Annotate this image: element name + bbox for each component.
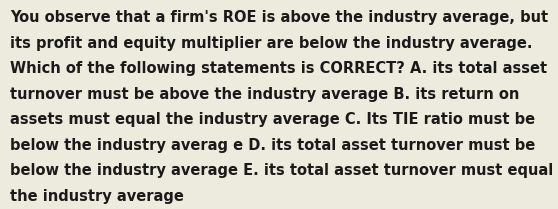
Text: below the industry averag e D. its total asset turnover must be: below the industry averag e D. its total… (10, 138, 535, 153)
Text: below the industry average E. its total asset turnover must equal: below the industry average E. its total … (10, 163, 554, 178)
Text: Which of the following statements is CORRECT? A. its total asset: Which of the following statements is COR… (10, 61, 547, 76)
Text: its profit and equity multiplier are below the industry average.: its profit and equity multiplier are bel… (10, 36, 532, 51)
Text: the industry average: the industry average (10, 189, 184, 204)
Text: You observe that a firm's ROE is above the industry average, but: You observe that a firm's ROE is above t… (10, 10, 548, 25)
Text: assets must equal the industry average C. Its TIE ratio must be: assets must equal the industry average C… (10, 112, 535, 127)
Text: turnover must be above the industry average B. its return on: turnover must be above the industry aver… (10, 87, 519, 102)
